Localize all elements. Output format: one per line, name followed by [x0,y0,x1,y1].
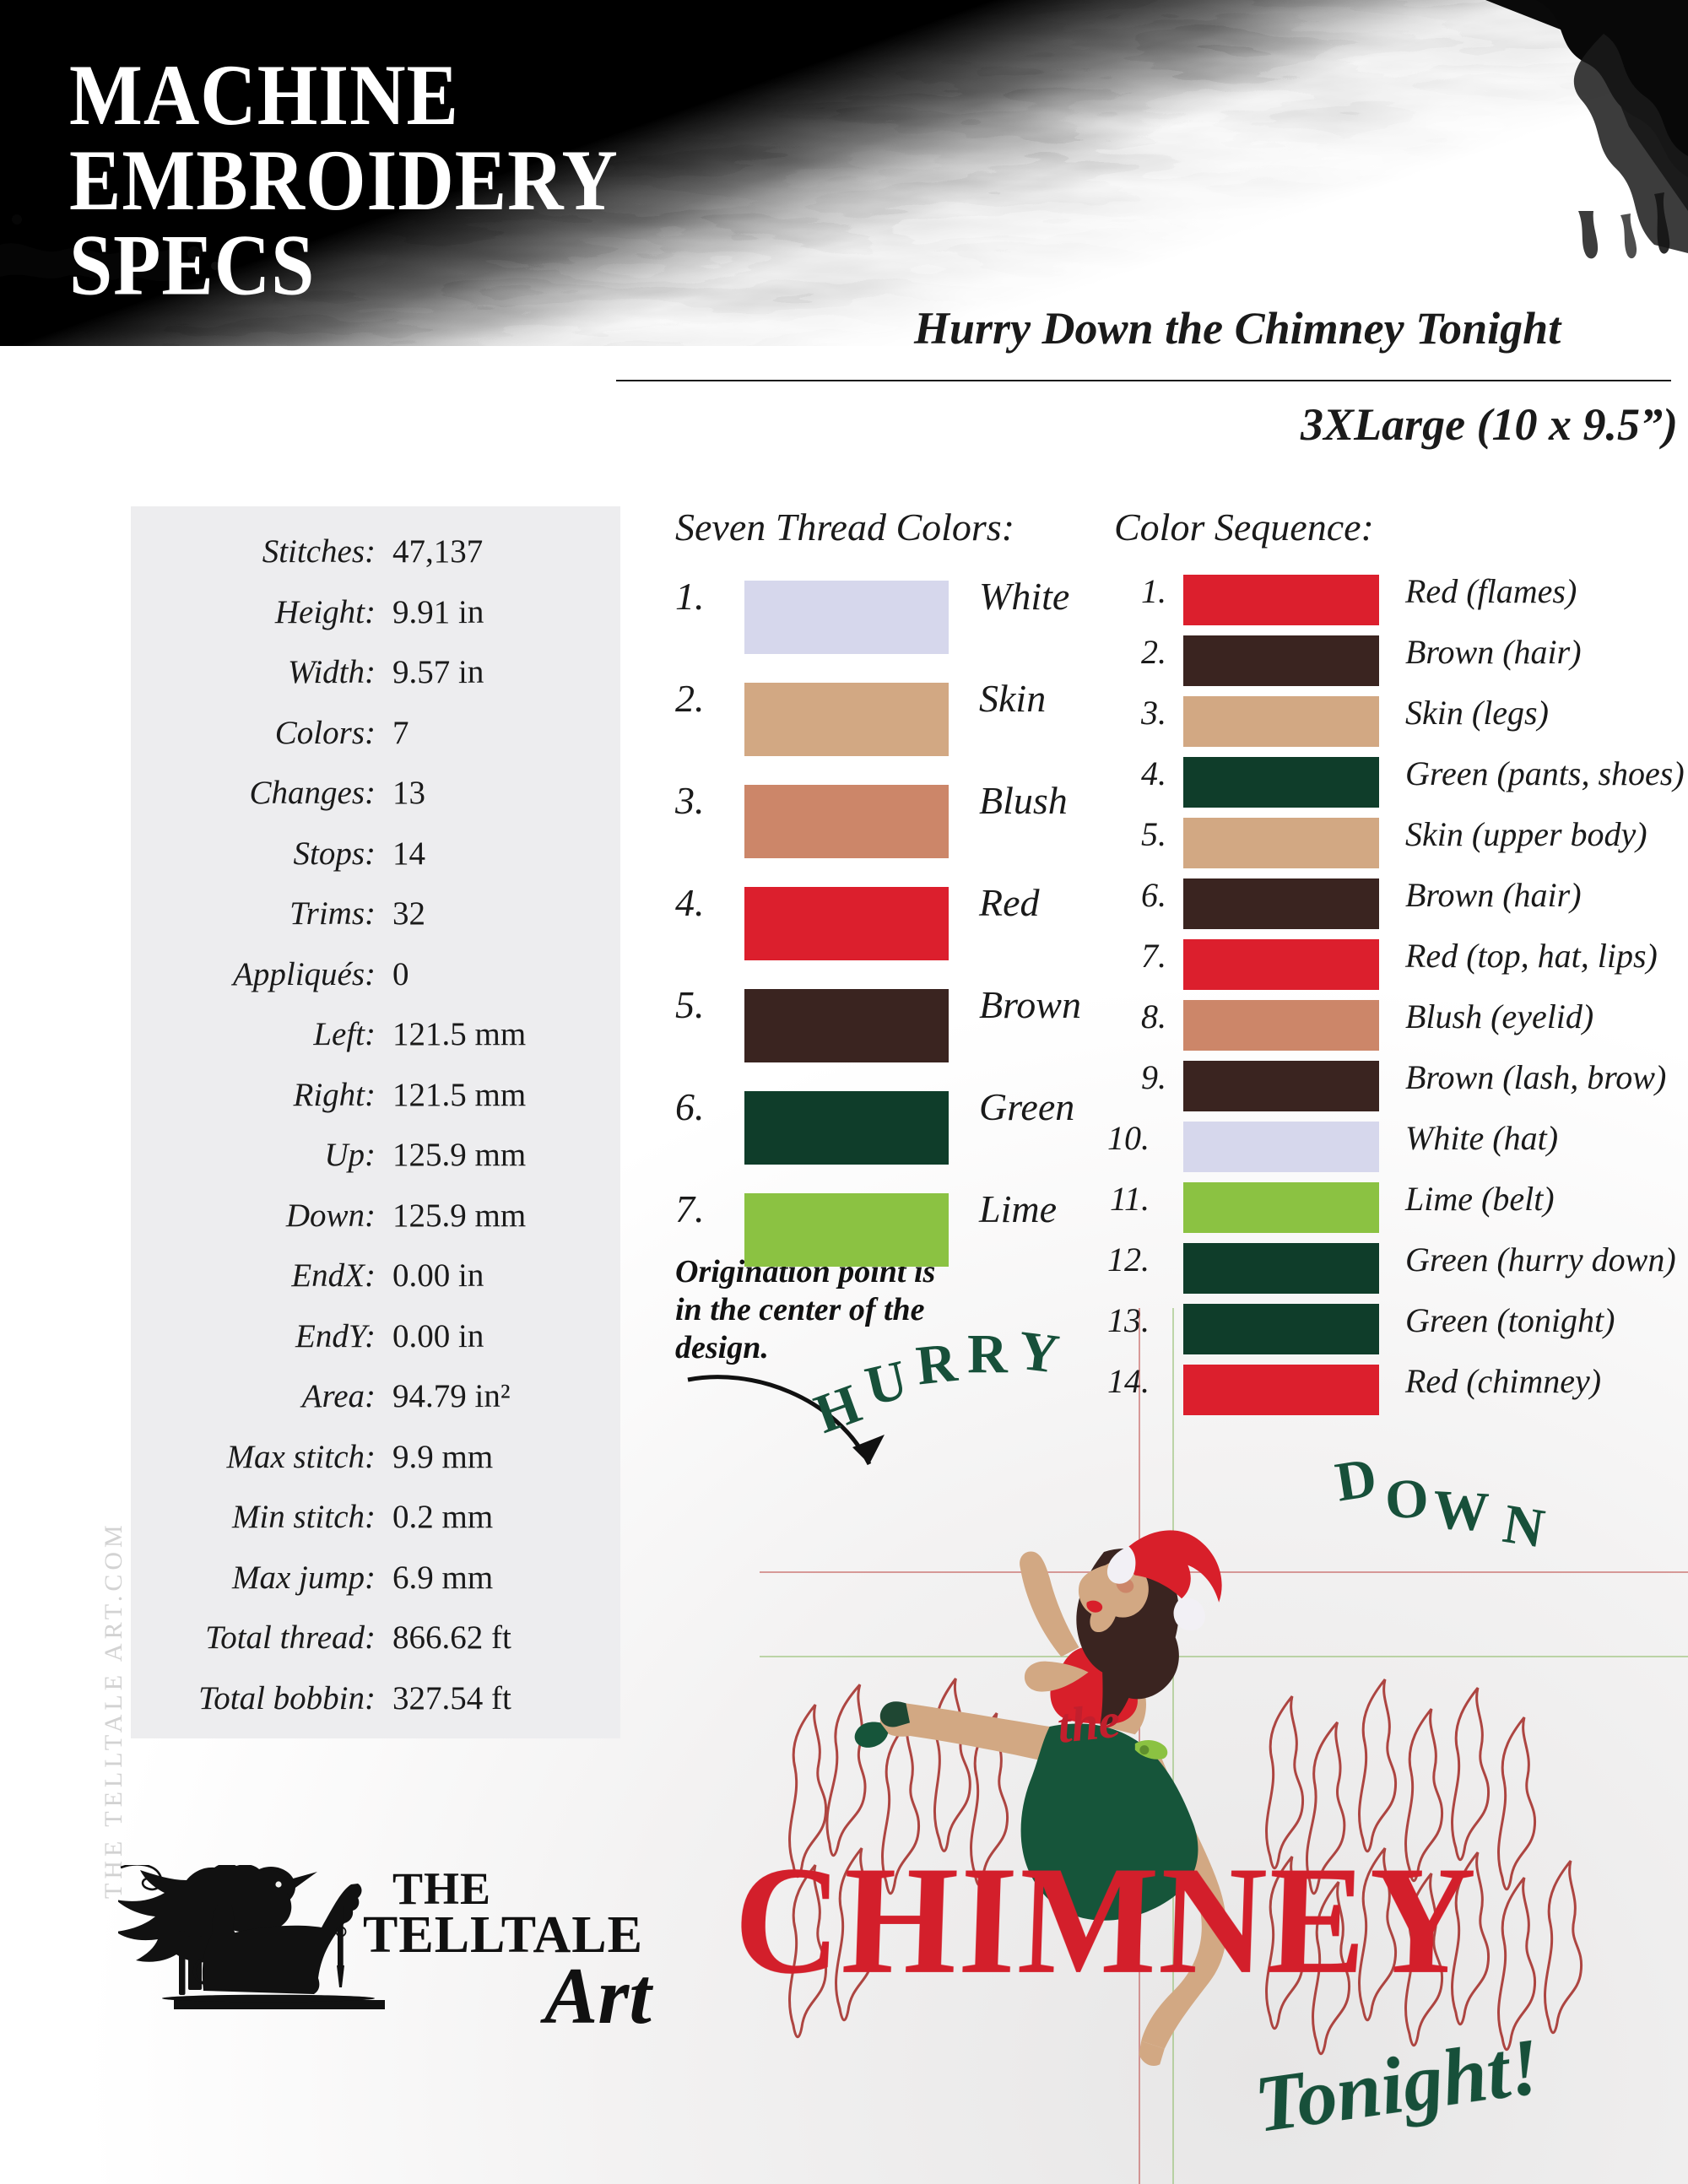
svg-text:Y: Y [1015,1320,1063,1386]
svg-text:W: W [1431,1479,1491,1543]
svg-text:U: U [860,1349,913,1418]
svg-text:N: N [1499,1493,1549,1560]
svg-text:R: R [913,1332,960,1397]
svg-text:D: D [1331,1446,1381,1514]
svg-text:R: R [967,1323,1009,1385]
svg-text:H: H [807,1373,868,1446]
svg-text:O: O [1383,1468,1430,1532]
svg-text:the: the [1055,1693,1123,1754]
